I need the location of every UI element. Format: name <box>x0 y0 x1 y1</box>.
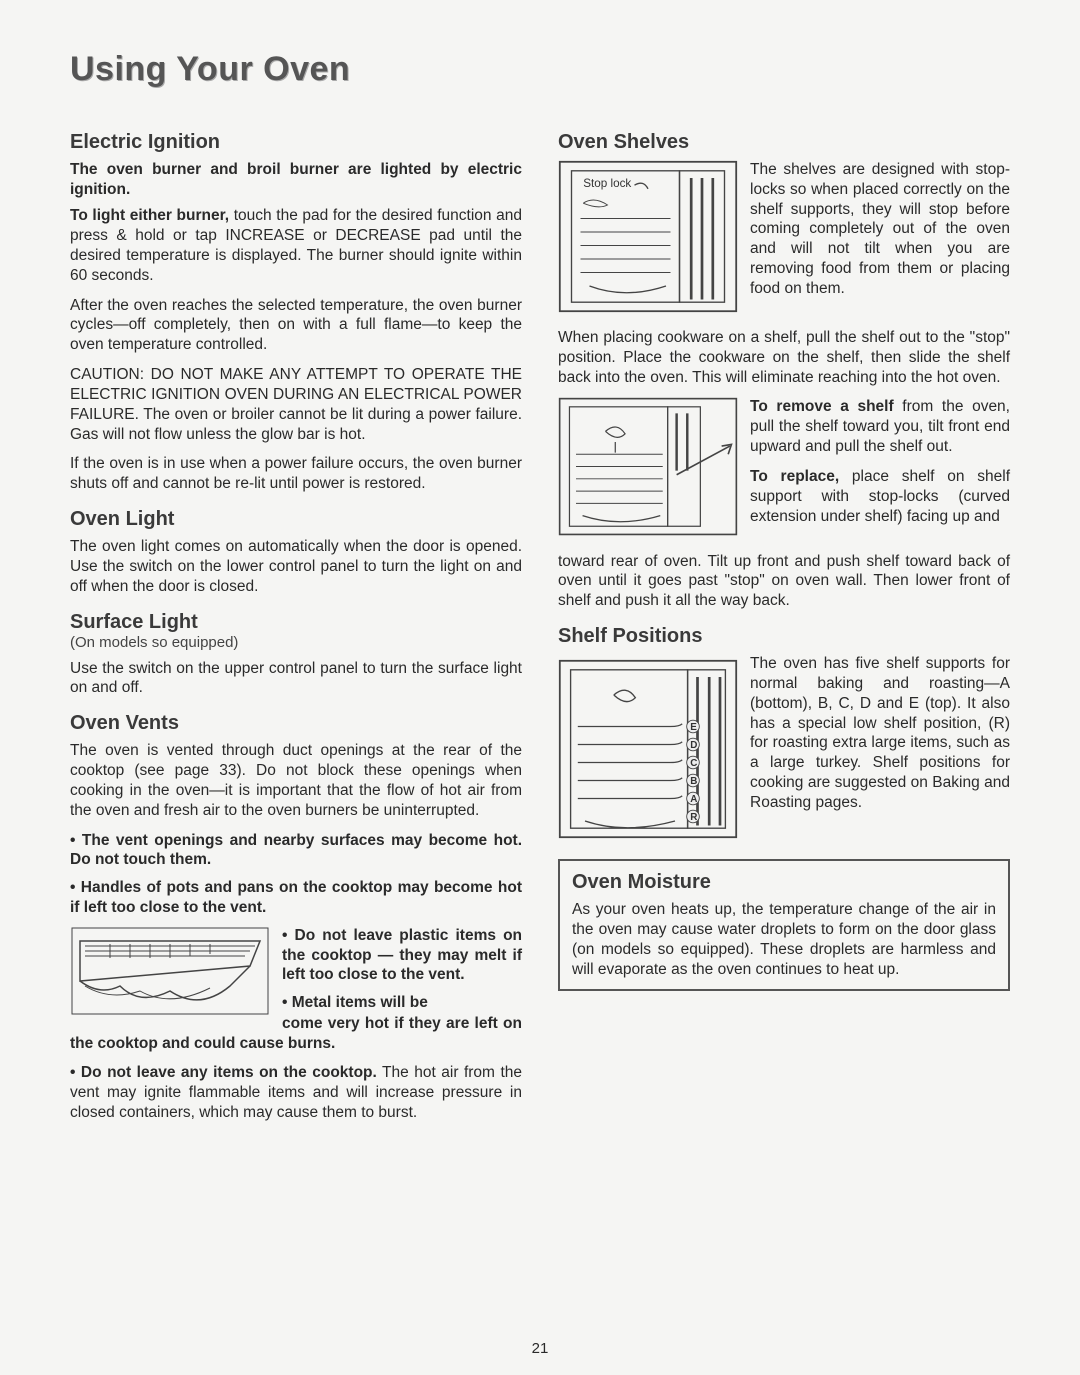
oven-shelves-p4-top: To replace, place shelf on shelf support… <box>750 467 1010 526</box>
oven-vents-b1: The vent openings and nearby surfaces ma… <box>70 831 522 871</box>
electric-ignition-lead: The oven burner and broil burner are lig… <box>70 160 522 200</box>
svg-text:A: A <box>690 794 697 805</box>
oven-vents-b4b: come very hot if they are left on the co… <box>70 1014 522 1054</box>
electric-ignition-p1: To light either burner, touch the pad fo… <box>70 206 522 285</box>
shelf-positions-p1: The oven has five shelf supports for nor… <box>750 654 1010 813</box>
oven-remove-shelf-icon <box>558 397 738 536</box>
left-column: Electric Ignition The oven burner and br… <box>70 117 522 1131</box>
oven-vents-b5: Do not leave any items on the cooktop. T… <box>70 1063 522 1122</box>
oven-shelf-positions-icon: E D C B A R <box>558 654 738 844</box>
electric-ignition-p3: CAUTION: DO NOT MAKE ANY ATTEMPT TO OPER… <box>70 365 522 444</box>
shelves-fig2-row: To remove a shelf from the oven, pull th… <box>558 397 1010 541</box>
svg-text:D: D <box>690 740 697 751</box>
electric-ignition-p1-bold: To light either burner, <box>70 207 229 224</box>
electric-ignition-p2: After the oven reaches the selected temp… <box>70 296 522 355</box>
heading-oven-light: Oven Light <box>70 508 522 531</box>
svg-text:R: R <box>690 812 697 823</box>
svg-text:E: E <box>690 722 697 733</box>
heading-oven-vents: Oven Vents <box>70 712 522 735</box>
stop-lock-label: Stop lock <box>583 177 631 190</box>
oven-shelves-p4-bold: To replace, <box>750 468 839 485</box>
oven-vents-b5-bold: Do not leave any items on the cooktop. <box>81 1064 377 1081</box>
vent-figure-block: Do not leave plastic items on the cookto… <box>70 926 522 1020</box>
cooktop-vent-icon <box>70 926 270 1016</box>
surface-light-p1: Use the switch on the upper control pane… <box>70 659 522 699</box>
surface-light-note: (On models so equipped) <box>70 634 522 651</box>
electric-ignition-p4: If the oven is in use when a power failu… <box>70 454 522 494</box>
heading-surface-light: Surface Light <box>70 611 522 634</box>
oven-vents-p1: The oven is vented through duct openings… <box>70 741 522 820</box>
stop-lock-figure: Stop lock <box>558 160 738 318</box>
heading-oven-shelves: Oven Shelves <box>558 131 1010 154</box>
oven-shelves-p2: When placing cookware on a shelf, pull t… <box>558 328 1010 387</box>
heading-electric-ignition: Electric Ignition <box>70 131 522 154</box>
right-column: Oven Shelves Stop lock <box>558 117 1010 1131</box>
page-number: 21 <box>532 1340 549 1357</box>
heading-shelf-positions: Shelf Positions <box>558 625 1010 648</box>
svg-text:B: B <box>690 776 697 787</box>
oven-shelves-p4-cont: toward rear of oven. Tilt up front and p… <box>558 552 1010 611</box>
oven-shelves-p1: The shelves are designed with stop-locks… <box>750 160 1010 299</box>
oven-moisture-p1: As your oven heats up, the temperature c… <box>572 900 996 979</box>
svg-text:C: C <box>690 758 697 769</box>
oven-moisture-box: Oven Moisture As your oven heats up, the… <box>558 859 1010 991</box>
heading-oven-moisture: Oven Moisture <box>572 871 996 894</box>
oven-shelves-p3-bold: To remove a shelf <box>750 398 894 415</box>
oven-stoplock-icon: Stop lock <box>558 160 738 313</box>
shelves-fig1-row: Stop lock The shelves are designed w <box>558 160 1010 318</box>
oven-shelves-p3: To remove a shelf from the oven, pull th… <box>750 397 1010 456</box>
oven-light-p1: The oven light comes on automatically wh… <box>70 537 522 596</box>
oven-vents-b2: Handles of pots and pans on the cooktop … <box>70 878 522 918</box>
content-columns: Electric Ignition The oven burner and br… <box>70 117 1010 1131</box>
oven-vents-b4a: Metal items will be <box>282 994 428 1011</box>
shelf-positions-row: E D C B A R The oven has five shelf supp… <box>558 654 1010 849</box>
shelf-positions-figure: E D C B A R <box>558 654 738 849</box>
page-title: Using Your Oven <box>70 50 1010 89</box>
remove-shelf-figure <box>558 397 738 541</box>
